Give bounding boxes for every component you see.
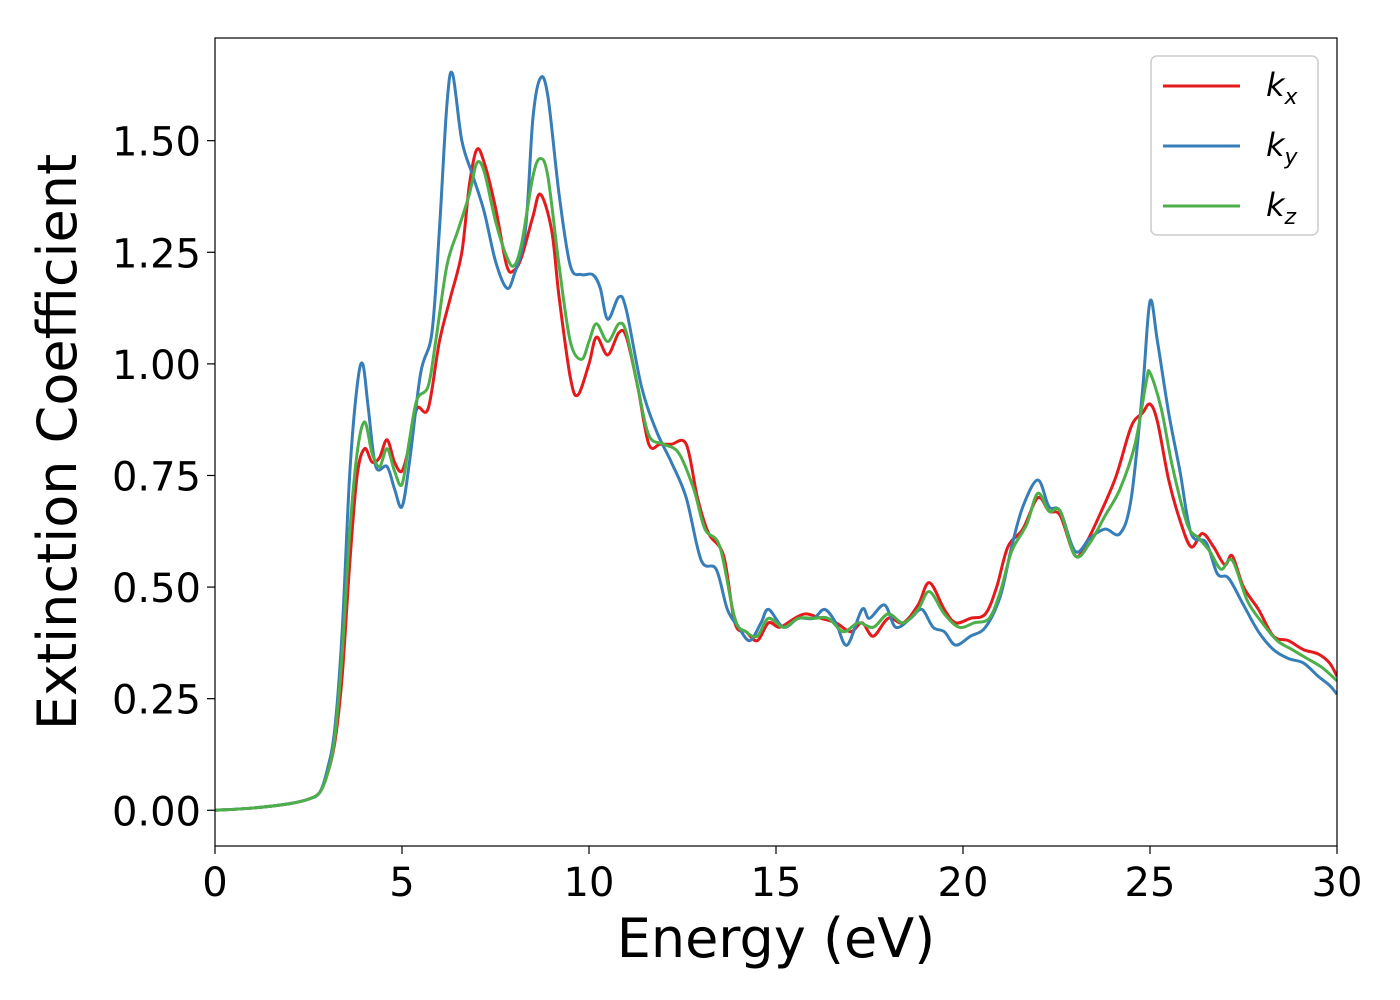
y-tick-label: 0.25 (112, 678, 201, 724)
x-tick-label: 0 (202, 860, 227, 906)
y-axis: 0.00 0.25 0.50 0.75 1.00 1.25 1.50 (112, 120, 215, 835)
y-tick-label: 0.00 (112, 789, 201, 835)
x-tick-label: 5 (389, 860, 414, 906)
legend-label-kx: kx (1266, 66, 1299, 110)
x-tick-label: 25 (1125, 860, 1176, 906)
legend-label-ky: ky (1266, 126, 1299, 170)
series-line-ky (215, 70, 1337, 812)
legend-label-kz: kz (1266, 186, 1297, 230)
series-layer (215, 70, 1337, 812)
y-tick-label: 1.50 (112, 120, 201, 166)
x-axis-title: Energy (eV) (617, 907, 936, 970)
x-axis: 0 5 10 15 20 25 30 (202, 846, 1362, 906)
x-tick-label: 10 (564, 860, 615, 906)
series-line-kz (215, 157, 1337, 812)
y-tick-label: 1.25 (112, 231, 201, 277)
y-axis-title: Extinction Coefficient (26, 154, 89, 730)
x-tick-label: 30 (1312, 860, 1363, 906)
y-tick-label: 0.50 (112, 566, 201, 612)
y-tick-label: 0.75 (112, 454, 201, 500)
y-tick-label: 1.00 (112, 343, 201, 389)
x-tick-label: 20 (938, 860, 989, 906)
x-tick-label: 15 (751, 860, 802, 906)
legend: kx ky kz (1150, 55, 1319, 236)
